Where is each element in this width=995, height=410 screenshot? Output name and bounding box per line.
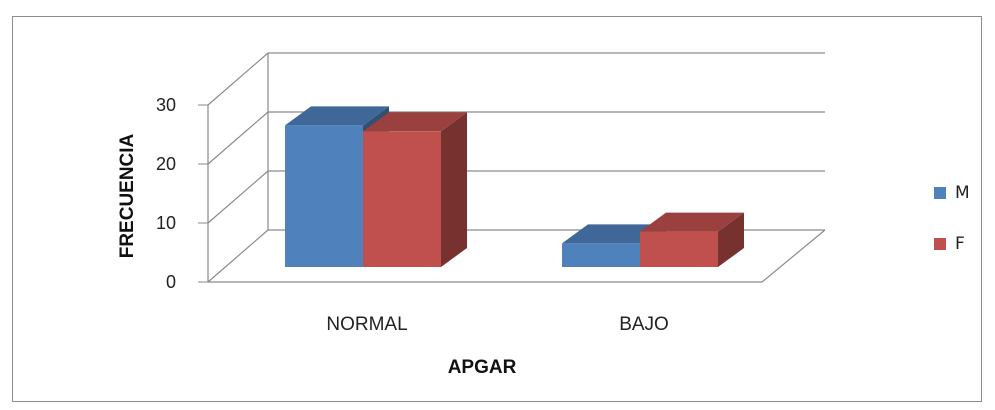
bar-side	[441, 112, 467, 267]
chart-bars	[285, 106, 744, 268]
bar-m-normal	[285, 125, 363, 268]
bar-top	[363, 112, 467, 132]
x-axis-title: APGAR	[448, 357, 517, 378]
bar-f-normal	[363, 131, 441, 267]
y-tick-label: 20	[156, 154, 176, 174]
x-tick-label: BAJO	[619, 314, 669, 335]
x-tick-label: NORMAL	[326, 314, 407, 335]
y-tick-label: 30	[156, 95, 176, 115]
floor-right-edge	[761, 229, 826, 283]
gridline-diagonal	[207, 111, 269, 165]
y-tick-label: 0	[166, 272, 176, 292]
bar-top	[640, 212, 744, 232]
bar-top	[285, 106, 389, 126]
chart-labels: FRECUENCIA APGAR 0 10 20 30 NORMAL BAJO	[117, 95, 669, 378]
legend-label-m: M	[955, 183, 970, 203]
legend-swatch-f	[934, 238, 946, 250]
legend-item-m: M	[934, 183, 970, 203]
legend-item-f: F	[934, 234, 965, 254]
gridline-diagonal	[207, 229, 269, 283]
bar-m-bajo	[562, 243, 640, 267]
gridline-diagonal	[207, 170, 269, 224]
chart-frame	[12, 16, 982, 402]
legend-swatch-m	[934, 187, 946, 199]
gridline-diagonal	[207, 52, 269, 106]
bar-side	[718, 212, 744, 267]
y-tick-label: 10	[156, 213, 176, 233]
legend-label-f: F	[955, 234, 965, 254]
y-axis-title: FRECUENCIA	[117, 133, 138, 258]
bar-f-bajo	[640, 231, 718, 267]
